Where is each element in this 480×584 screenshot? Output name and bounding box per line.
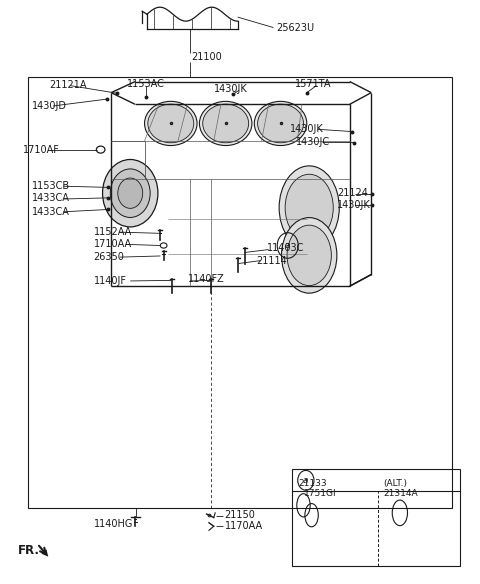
Ellipse shape xyxy=(254,102,307,145)
Text: 1153CB: 1153CB xyxy=(33,180,71,190)
Text: 11403C: 11403C xyxy=(267,243,305,253)
Text: 1430JK: 1430JK xyxy=(337,200,371,210)
Circle shape xyxy=(118,178,143,208)
Text: 1140JF: 1140JF xyxy=(94,276,127,286)
Ellipse shape xyxy=(285,174,333,241)
Text: 21133: 21133 xyxy=(299,479,327,488)
Ellipse shape xyxy=(258,104,303,142)
Text: 1430JD: 1430JD xyxy=(32,101,66,111)
Text: a: a xyxy=(303,476,309,485)
Bar xyxy=(28,77,452,508)
Text: 1430JK: 1430JK xyxy=(214,84,248,93)
Ellipse shape xyxy=(287,225,331,286)
Ellipse shape xyxy=(281,218,337,293)
Text: 1153AC: 1153AC xyxy=(127,79,165,89)
Text: 1751GI: 1751GI xyxy=(304,489,337,498)
Text: 1140FZ: 1140FZ xyxy=(188,274,224,284)
Text: 21121A: 21121A xyxy=(49,79,86,89)
Ellipse shape xyxy=(199,102,252,145)
Ellipse shape xyxy=(203,104,249,142)
Circle shape xyxy=(110,169,150,217)
Text: 1433CA: 1433CA xyxy=(33,193,70,203)
Ellipse shape xyxy=(279,166,339,249)
Text: 21114: 21114 xyxy=(257,256,288,266)
Text: 1430JC: 1430JC xyxy=(296,137,330,147)
Text: 1430JK: 1430JK xyxy=(290,124,324,134)
Text: FR.: FR. xyxy=(18,544,40,557)
Circle shape xyxy=(103,159,158,227)
Text: a: a xyxy=(285,241,290,250)
Text: 1170AA: 1170AA xyxy=(225,521,263,531)
Text: 21124: 21124 xyxy=(337,187,368,197)
Text: 1140HG: 1140HG xyxy=(94,520,133,530)
Ellipse shape xyxy=(144,102,197,145)
Ellipse shape xyxy=(148,104,194,142)
Text: 1152AA: 1152AA xyxy=(94,227,132,237)
Text: 1571TA: 1571TA xyxy=(295,79,331,89)
Text: 1710AA: 1710AA xyxy=(94,239,132,249)
Bar xyxy=(292,470,459,566)
Text: 26350: 26350 xyxy=(94,252,124,262)
Text: (ALT.): (ALT.) xyxy=(383,479,407,488)
Text: 25623U: 25623U xyxy=(276,23,314,33)
Text: 21314A: 21314A xyxy=(383,489,418,498)
Text: 1433CA: 1433CA xyxy=(33,207,70,217)
Text: 21150: 21150 xyxy=(225,510,256,520)
Text: 1710AF: 1710AF xyxy=(23,145,60,155)
Text: 21100: 21100 xyxy=(191,51,222,61)
